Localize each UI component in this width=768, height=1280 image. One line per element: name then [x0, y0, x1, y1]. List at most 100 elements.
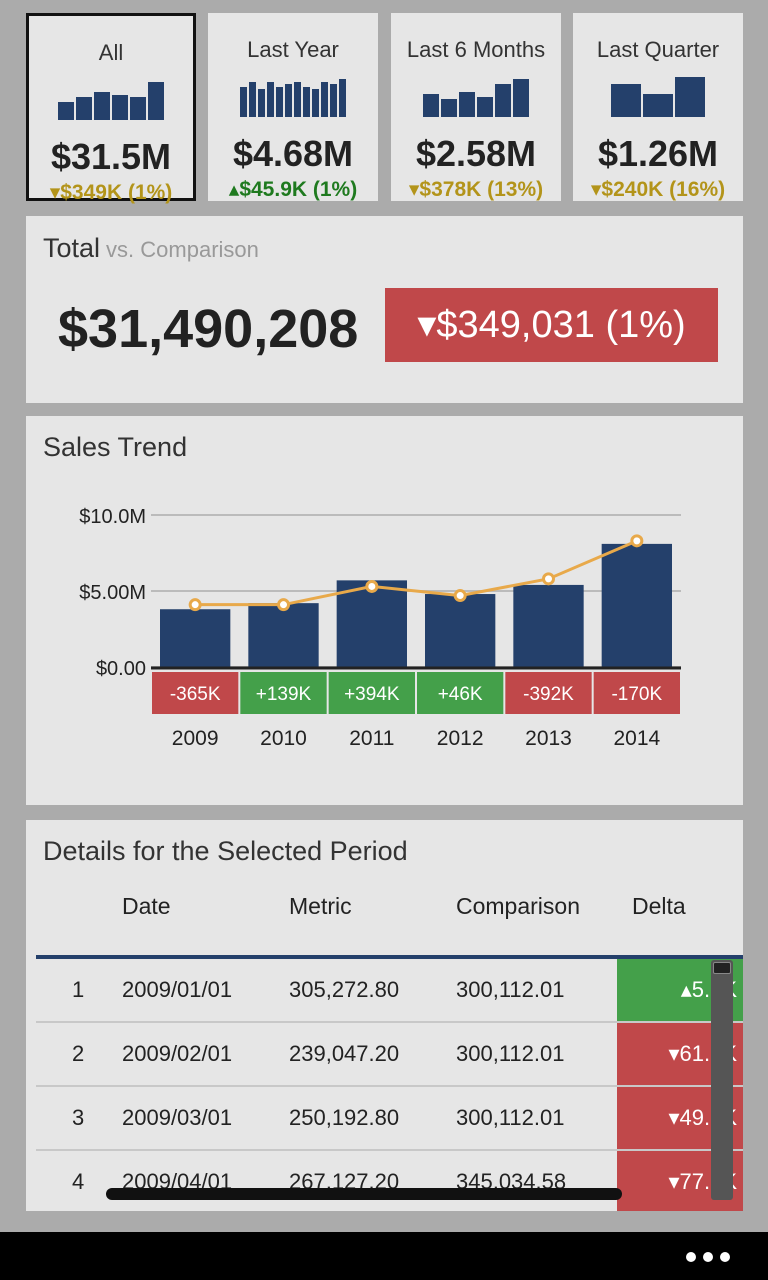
spark-bar: [276, 87, 283, 117]
column-header-delta[interactable]: Delta: [632, 893, 686, 919]
delta-cell: [152, 672, 239, 714]
spark-bar: [477, 97, 493, 117]
line-point: [188, 598, 202, 612]
tile-label: Last Quarter: [596, 37, 720, 62]
delta-label: +46K: [438, 684, 483, 705]
bar: [425, 594, 496, 667]
spark-bar: [643, 94, 673, 117]
tile-value: $31.5M: [50, 136, 172, 177]
delta-label: +139K: [256, 684, 312, 705]
tile-last-6-months[interactable]: Last 6 Months $2.58M ▾$378K (13%): [391, 13, 561, 201]
row-date: 2009/02/01: [122, 1041, 233, 1066]
total-title: Total vs. Comparison: [43, 233, 259, 264]
details-panel: Details for the Selected Period Date Met…: [26, 820, 743, 1211]
tile-sparkline: [208, 63, 378, 117]
bar: [601, 543, 672, 667]
x-tick-label: 2013: [525, 727, 572, 750]
row-number: 2: [72, 1041, 85, 1066]
tile-delta: ▾$378K (13%): [408, 178, 544, 201]
dot: [703, 1252, 713, 1262]
tile-all[interactable]: All $31.5M ▾$349K (1%): [26, 13, 196, 204]
spark-bar: [285, 84, 292, 117]
spark-bar: [312, 89, 319, 117]
table-row[interactable]: 4 2009/04/01 267,127.20 345,034.58 ▾77.9…: [36, 1151, 743, 1211]
delta-label: -392K: [523, 684, 574, 705]
spark-bar: [294, 82, 301, 117]
tile-delta: ▾$240K (16%): [590, 178, 726, 201]
line-point: [277, 598, 290, 612]
tile-last-quarter[interactable]: Last Quarter $1.26M ▾$240K (16%): [573, 13, 743, 201]
line-point: [630, 534, 644, 548]
delta-cell: [593, 672, 680, 714]
line-point: [542, 572, 555, 586]
spark-bar: [112, 95, 128, 120]
tile-value: $4.68M: [232, 133, 354, 174]
table-row[interactable]: 1 2009/01/01 305,272.80 300,112.01 ▴5.1K: [36, 959, 743, 1023]
dot: [720, 1252, 730, 1262]
spark-bar: [330, 84, 337, 117]
vertical-scrollbar[interactable]: [711, 960, 733, 1200]
column-header-metric[interactable]: Metric: [289, 893, 352, 919]
dot: [686, 1252, 696, 1262]
spark-bar: [495, 84, 511, 117]
tile-last-year[interactable]: Last Year $4.68M ▴$45.9K (1%): [208, 13, 378, 201]
row-date: 2009/03/01: [122, 1105, 233, 1130]
bar: [336, 580, 407, 667]
y-tick-label: $10.0M: [79, 506, 146, 528]
row-number: 3: [72, 1105, 85, 1130]
details-title: Details for the Selected Period: [43, 836, 408, 866]
total-subtitle: vs. Comparison: [106, 237, 259, 262]
x-tick-label: 2014: [613, 727, 660, 750]
delta-label: +394K: [344, 684, 400, 705]
delta-cell: [505, 672, 592, 714]
table-row[interactable]: 2 2009/02/01 239,047.20 300,112.01 ▾61.1…: [36, 1023, 743, 1087]
tile-sparkline: [391, 63, 561, 117]
spark-bar: [441, 99, 457, 117]
spark-bar: [148, 82, 164, 120]
y-tick-label: $0.00: [96, 658, 146, 680]
line-point: [453, 589, 467, 603]
header-divider: [36, 955, 743, 959]
sales-trend-title: Sales Trend: [43, 432, 188, 462]
delta-cell: [240, 672, 327, 714]
series-line: [195, 539, 638, 607]
line-point: [365, 579, 379, 593]
row-comparison: 300,112.01: [456, 977, 565, 1002]
row-metric: 239,047.20: [289, 1041, 400, 1066]
spark-bar: [240, 87, 247, 117]
spark-bar: [611, 84, 641, 117]
sales-trend-chart: $10.0M $5.00M $0.00 -365K 2009 +139K 2010 +394K…: [79, 506, 681, 750]
tile-value: $1.26M: [597, 133, 719, 174]
spark-bar: [267, 82, 274, 117]
spark-bar: [130, 97, 146, 120]
scrollbar-grip-icon[interactable]: [713, 962, 731, 974]
bar: [160, 609, 231, 667]
spark-bar: [321, 82, 328, 117]
delta-label: -170K: [611, 684, 662, 705]
row-number: 1: [72, 977, 85, 1002]
tile-delta: ▴$45.9K (1%): [228, 178, 358, 201]
spark-bar: [459, 92, 475, 117]
delta-cell: [328, 672, 415, 714]
row-comparison: 300,112.01: [456, 1041, 565, 1066]
delta-cell: [417, 672, 504, 714]
ellipsis-icon[interactable]: [686, 1252, 730, 1262]
row-date: 2009/01/01: [122, 977, 233, 1002]
spark-bar: [76, 97, 92, 120]
app-bar: [0, 1232, 768, 1280]
column-header-comparison[interactable]: Comparison: [456, 893, 580, 919]
spark-bar: [339, 79, 346, 117]
spark-bar: [303, 87, 310, 117]
table-row[interactable]: 3 2009/03/01 250,192.80 300,112.01 ▾49.9…: [36, 1087, 743, 1151]
column-header-date[interactable]: Date: [122, 893, 171, 919]
row-number: 4: [72, 1169, 85, 1194]
tile-label: Last 6 Months: [406, 37, 546, 62]
spark-bar: [258, 89, 265, 117]
horizontal-scrollbar[interactable]: [106, 1188, 622, 1200]
tile-value: $2.58M: [415, 133, 537, 174]
bar: [248, 603, 319, 667]
spark-bar: [58, 102, 74, 120]
y-tick-label: $5.00M: [79, 582, 146, 604]
tile-sparkline: [29, 66, 193, 120]
row-metric: 305,272.80: [289, 977, 400, 1002]
